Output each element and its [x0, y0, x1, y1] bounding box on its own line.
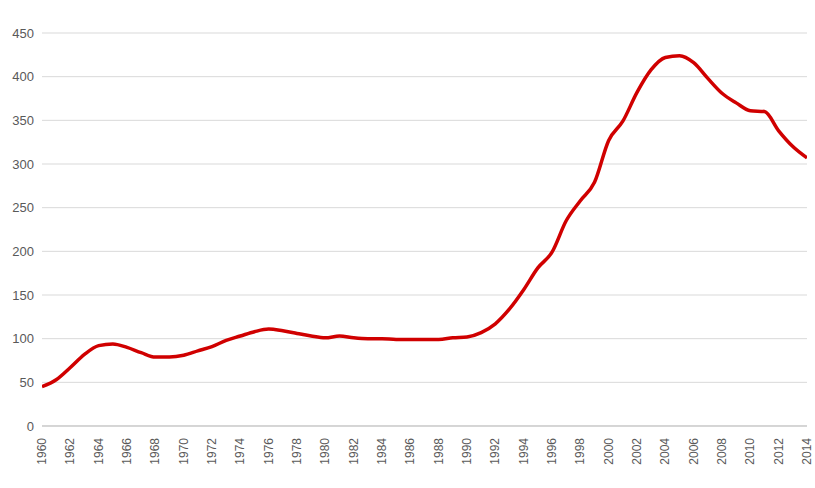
svg-text:0: 0: [27, 419, 34, 434]
svg-text:1962: 1962: [63, 438, 77, 465]
svg-text:1970: 1970: [177, 438, 191, 465]
svg-text:1988: 1988: [432, 438, 446, 465]
svg-text:100: 100: [12, 331, 34, 346]
svg-text:1994: 1994: [517, 438, 531, 465]
svg-text:2004: 2004: [658, 438, 672, 465]
svg-text:1978: 1978: [290, 438, 304, 465]
svg-text:1974: 1974: [233, 438, 247, 465]
svg-text:350: 350: [12, 113, 34, 128]
svg-text:200: 200: [12, 244, 34, 259]
svg-text:2000: 2000: [602, 438, 616, 465]
svg-text:1982: 1982: [347, 438, 361, 465]
svg-text:1960: 1960: [35, 438, 49, 465]
svg-text:2006: 2006: [687, 438, 701, 465]
svg-text:1976: 1976: [262, 438, 276, 465]
svg-text:1998: 1998: [573, 438, 587, 465]
svg-text:250: 250: [12, 200, 34, 215]
svg-text:400: 400: [12, 69, 34, 84]
svg-text:2002: 2002: [630, 438, 644, 465]
svg-text:2010: 2010: [743, 438, 757, 465]
svg-text:1986: 1986: [403, 438, 417, 465]
svg-text:50: 50: [20, 375, 34, 390]
svg-text:450: 450: [12, 26, 34, 41]
svg-text:1996: 1996: [545, 438, 559, 465]
svg-text:2012: 2012: [772, 438, 786, 465]
svg-text:300: 300: [12, 157, 34, 172]
svg-text:1992: 1992: [488, 438, 502, 465]
svg-text:1972: 1972: [205, 438, 219, 465]
svg-text:1966: 1966: [120, 438, 134, 465]
svg-text:1984: 1984: [375, 438, 389, 465]
svg-text:2008: 2008: [715, 438, 729, 465]
svg-text:150: 150: [12, 288, 34, 303]
svg-text:1990: 1990: [460, 438, 474, 465]
svg-text:2014: 2014: [800, 438, 807, 465]
svg-text:1964: 1964: [92, 438, 106, 465]
svg-text:1968: 1968: [148, 438, 162, 465]
svg-text:1980: 1980: [318, 438, 332, 465]
